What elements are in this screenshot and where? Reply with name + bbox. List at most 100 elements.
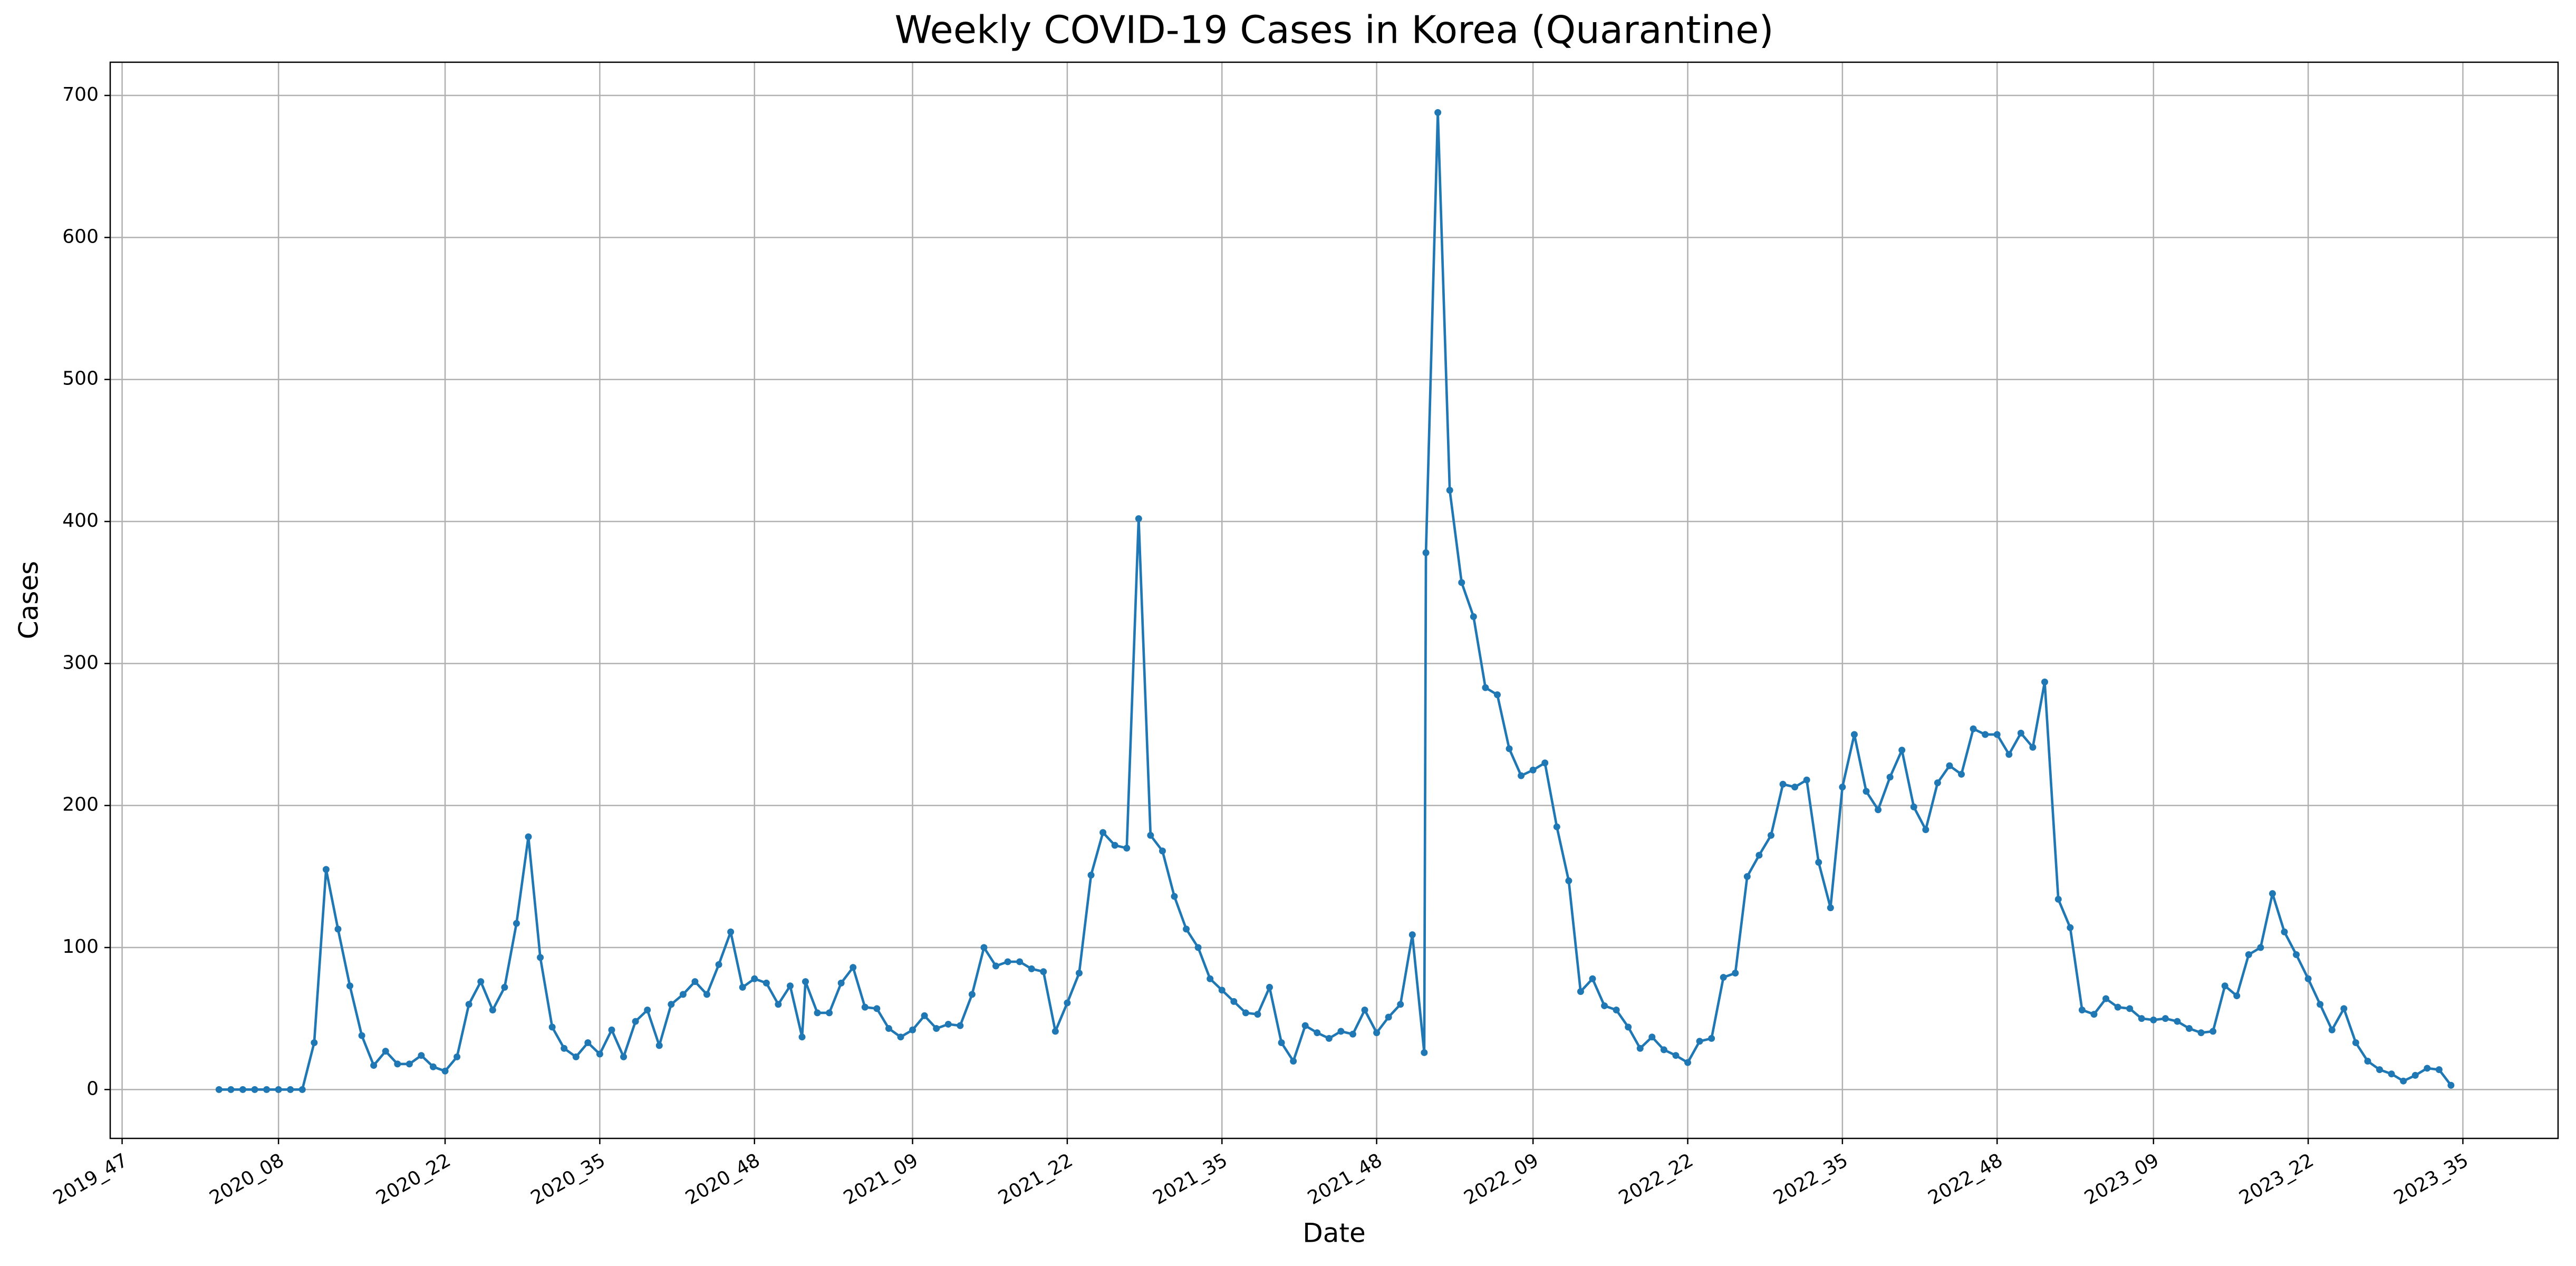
data-point xyxy=(1361,1007,1368,1014)
data-point xyxy=(1565,877,1572,884)
data-point xyxy=(1194,944,1202,951)
data-point xyxy=(1458,579,1465,586)
data-point xyxy=(2005,751,2013,758)
data-point xyxy=(334,925,342,933)
data-point xyxy=(921,1012,928,1019)
data-point xyxy=(1183,925,1190,933)
data-point xyxy=(239,1086,246,1093)
data-point xyxy=(1613,1007,1620,1014)
plot-frame xyxy=(109,61,2559,1139)
data-point xyxy=(2041,678,2048,685)
data-point xyxy=(873,1005,881,1012)
data-point xyxy=(1839,784,1846,791)
data-point xyxy=(2388,1070,2395,1078)
data-point xyxy=(1051,1028,1059,1035)
data-point xyxy=(572,1053,580,1060)
grid xyxy=(110,62,2558,1138)
data-point xyxy=(1314,1029,1321,1037)
data-point xyxy=(1958,770,1965,778)
data-point xyxy=(227,1086,235,1093)
data-point xyxy=(584,1039,592,1046)
data-point xyxy=(608,1026,615,1033)
data-point xyxy=(1803,776,1810,784)
data-point xyxy=(1732,969,1739,977)
data-point xyxy=(655,1042,663,1049)
data-point xyxy=(1934,779,1941,787)
data-point xyxy=(739,983,746,991)
data-point xyxy=(2185,1025,2193,1032)
data-point xyxy=(477,978,485,985)
data-point xyxy=(1028,965,1035,972)
data-point xyxy=(763,979,770,987)
data-point xyxy=(298,1086,306,1093)
data-point xyxy=(2352,1039,2359,1046)
data-point xyxy=(1708,1035,1715,1042)
data-point xyxy=(1397,1001,1404,1008)
data-point xyxy=(2078,1007,2086,1014)
data-point xyxy=(1290,1057,1297,1065)
data-point xyxy=(2102,995,2110,1002)
data-point xyxy=(2067,924,2074,931)
data-point xyxy=(1040,968,1047,975)
data-point xyxy=(814,1009,821,1017)
data-point xyxy=(287,1086,294,1093)
data-point xyxy=(2174,1018,2181,1025)
data-point xyxy=(1254,1011,1261,1018)
data-point xyxy=(2233,992,2241,1000)
data-point xyxy=(2029,743,2037,751)
data-point xyxy=(596,1050,603,1058)
data-point xyxy=(980,944,988,951)
y-tick-label: 500 xyxy=(62,368,99,390)
data-point xyxy=(2257,944,2264,951)
data-point xyxy=(1648,1033,1656,1041)
data-point xyxy=(1278,1039,1285,1046)
data-point xyxy=(644,1007,651,1014)
data-point xyxy=(251,1086,258,1093)
data-point xyxy=(2400,1077,2407,1085)
data-point xyxy=(1506,745,1513,752)
chart-title: Weekly COVID-19 Cases in Korea (Quaranti… xyxy=(894,8,1773,52)
data-point xyxy=(1421,1049,1428,1056)
data-point xyxy=(1827,904,1834,912)
data-point xyxy=(454,1053,461,1060)
data-point xyxy=(2304,975,2312,982)
data-point xyxy=(751,975,758,982)
y-tick-label: 200 xyxy=(62,794,99,816)
data-point xyxy=(406,1060,413,1068)
data-point xyxy=(1016,958,1024,965)
data-point xyxy=(2114,1003,2121,1011)
data-point xyxy=(2162,1015,2169,1022)
data-point xyxy=(1850,731,1858,738)
data-point xyxy=(826,1009,833,1017)
data-point xyxy=(1791,784,1799,791)
data-point xyxy=(703,991,710,998)
data-point xyxy=(944,1020,952,1028)
data-point xyxy=(909,1026,916,1033)
data-point xyxy=(897,1033,904,1041)
data-point xyxy=(2317,1001,2324,1008)
data-point xyxy=(2017,729,2024,737)
data-point xyxy=(1767,832,1774,839)
data-point xyxy=(798,1033,806,1041)
data-point xyxy=(441,1067,449,1075)
data-point xyxy=(1922,826,1929,833)
data-point xyxy=(263,1086,271,1093)
data-point xyxy=(346,982,354,990)
y-axis-label: Cases xyxy=(14,561,44,639)
data-point xyxy=(837,979,845,987)
data-point xyxy=(1242,1009,1249,1017)
data-point xyxy=(322,866,330,873)
data-point xyxy=(885,1025,892,1032)
data-point xyxy=(275,1086,282,1093)
data-point xyxy=(691,978,699,985)
data-point xyxy=(1446,487,1453,494)
data-point xyxy=(1779,780,1787,788)
data-point xyxy=(1099,829,1107,836)
data-point xyxy=(1422,549,1430,556)
data-point xyxy=(2126,1005,2134,1012)
data-point xyxy=(1325,1035,1333,1042)
data-point xyxy=(1743,873,1751,880)
data-point xyxy=(548,1023,556,1031)
